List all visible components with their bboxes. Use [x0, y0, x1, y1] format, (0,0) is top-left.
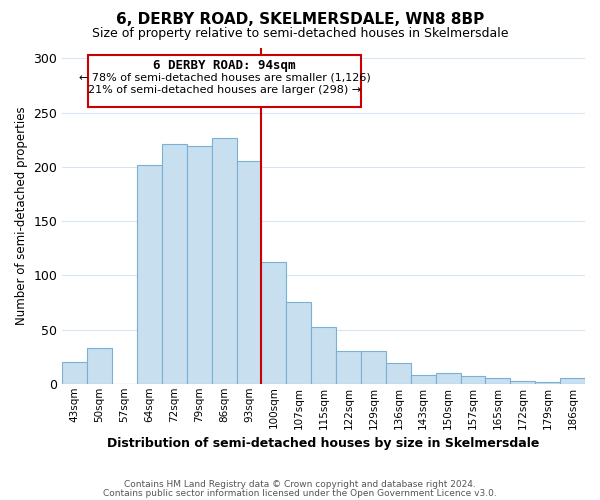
Bar	[336, 351, 361, 384]
Bar	[560, 378, 585, 384]
Text: Contains HM Land Registry data © Crown copyright and database right 2024.: Contains HM Land Registry data © Crown c…	[124, 480, 476, 489]
Text: 6, DERBY ROAD, SKELMERSDALE, WN8 8BP: 6, DERBY ROAD, SKELMERSDALE, WN8 8BP	[116, 12, 484, 28]
FancyBboxPatch shape	[88, 55, 361, 107]
Bar	[511, 380, 535, 384]
Bar	[262, 262, 286, 384]
Bar	[535, 382, 560, 384]
Text: 6 DERBY ROAD: 94sqm: 6 DERBY ROAD: 94sqm	[154, 60, 296, 72]
Bar	[212, 138, 236, 384]
Bar	[162, 144, 187, 384]
Bar	[485, 378, 511, 384]
Bar	[87, 348, 112, 384]
Bar	[311, 328, 336, 384]
X-axis label: Distribution of semi-detached houses by size in Skelmersdale: Distribution of semi-detached houses by …	[107, 437, 540, 450]
Bar	[236, 162, 262, 384]
Text: Size of property relative to semi-detached houses in Skelmersdale: Size of property relative to semi-detach…	[92, 28, 508, 40]
Bar	[461, 376, 485, 384]
Text: ← 78% of semi-detached houses are smaller (1,126): ← 78% of semi-detached houses are smalle…	[79, 72, 371, 83]
Text: 21% of semi-detached houses are larger (298) →: 21% of semi-detached houses are larger (…	[88, 86, 361, 96]
Bar	[187, 146, 212, 384]
Bar	[361, 351, 386, 384]
Bar	[62, 362, 87, 384]
Bar	[386, 363, 411, 384]
Bar	[411, 375, 436, 384]
Bar	[286, 302, 311, 384]
Bar	[436, 373, 461, 384]
Bar	[137, 164, 162, 384]
Text: Contains public sector information licensed under the Open Government Licence v3: Contains public sector information licen…	[103, 488, 497, 498]
Y-axis label: Number of semi-detached properties: Number of semi-detached properties	[15, 106, 28, 325]
